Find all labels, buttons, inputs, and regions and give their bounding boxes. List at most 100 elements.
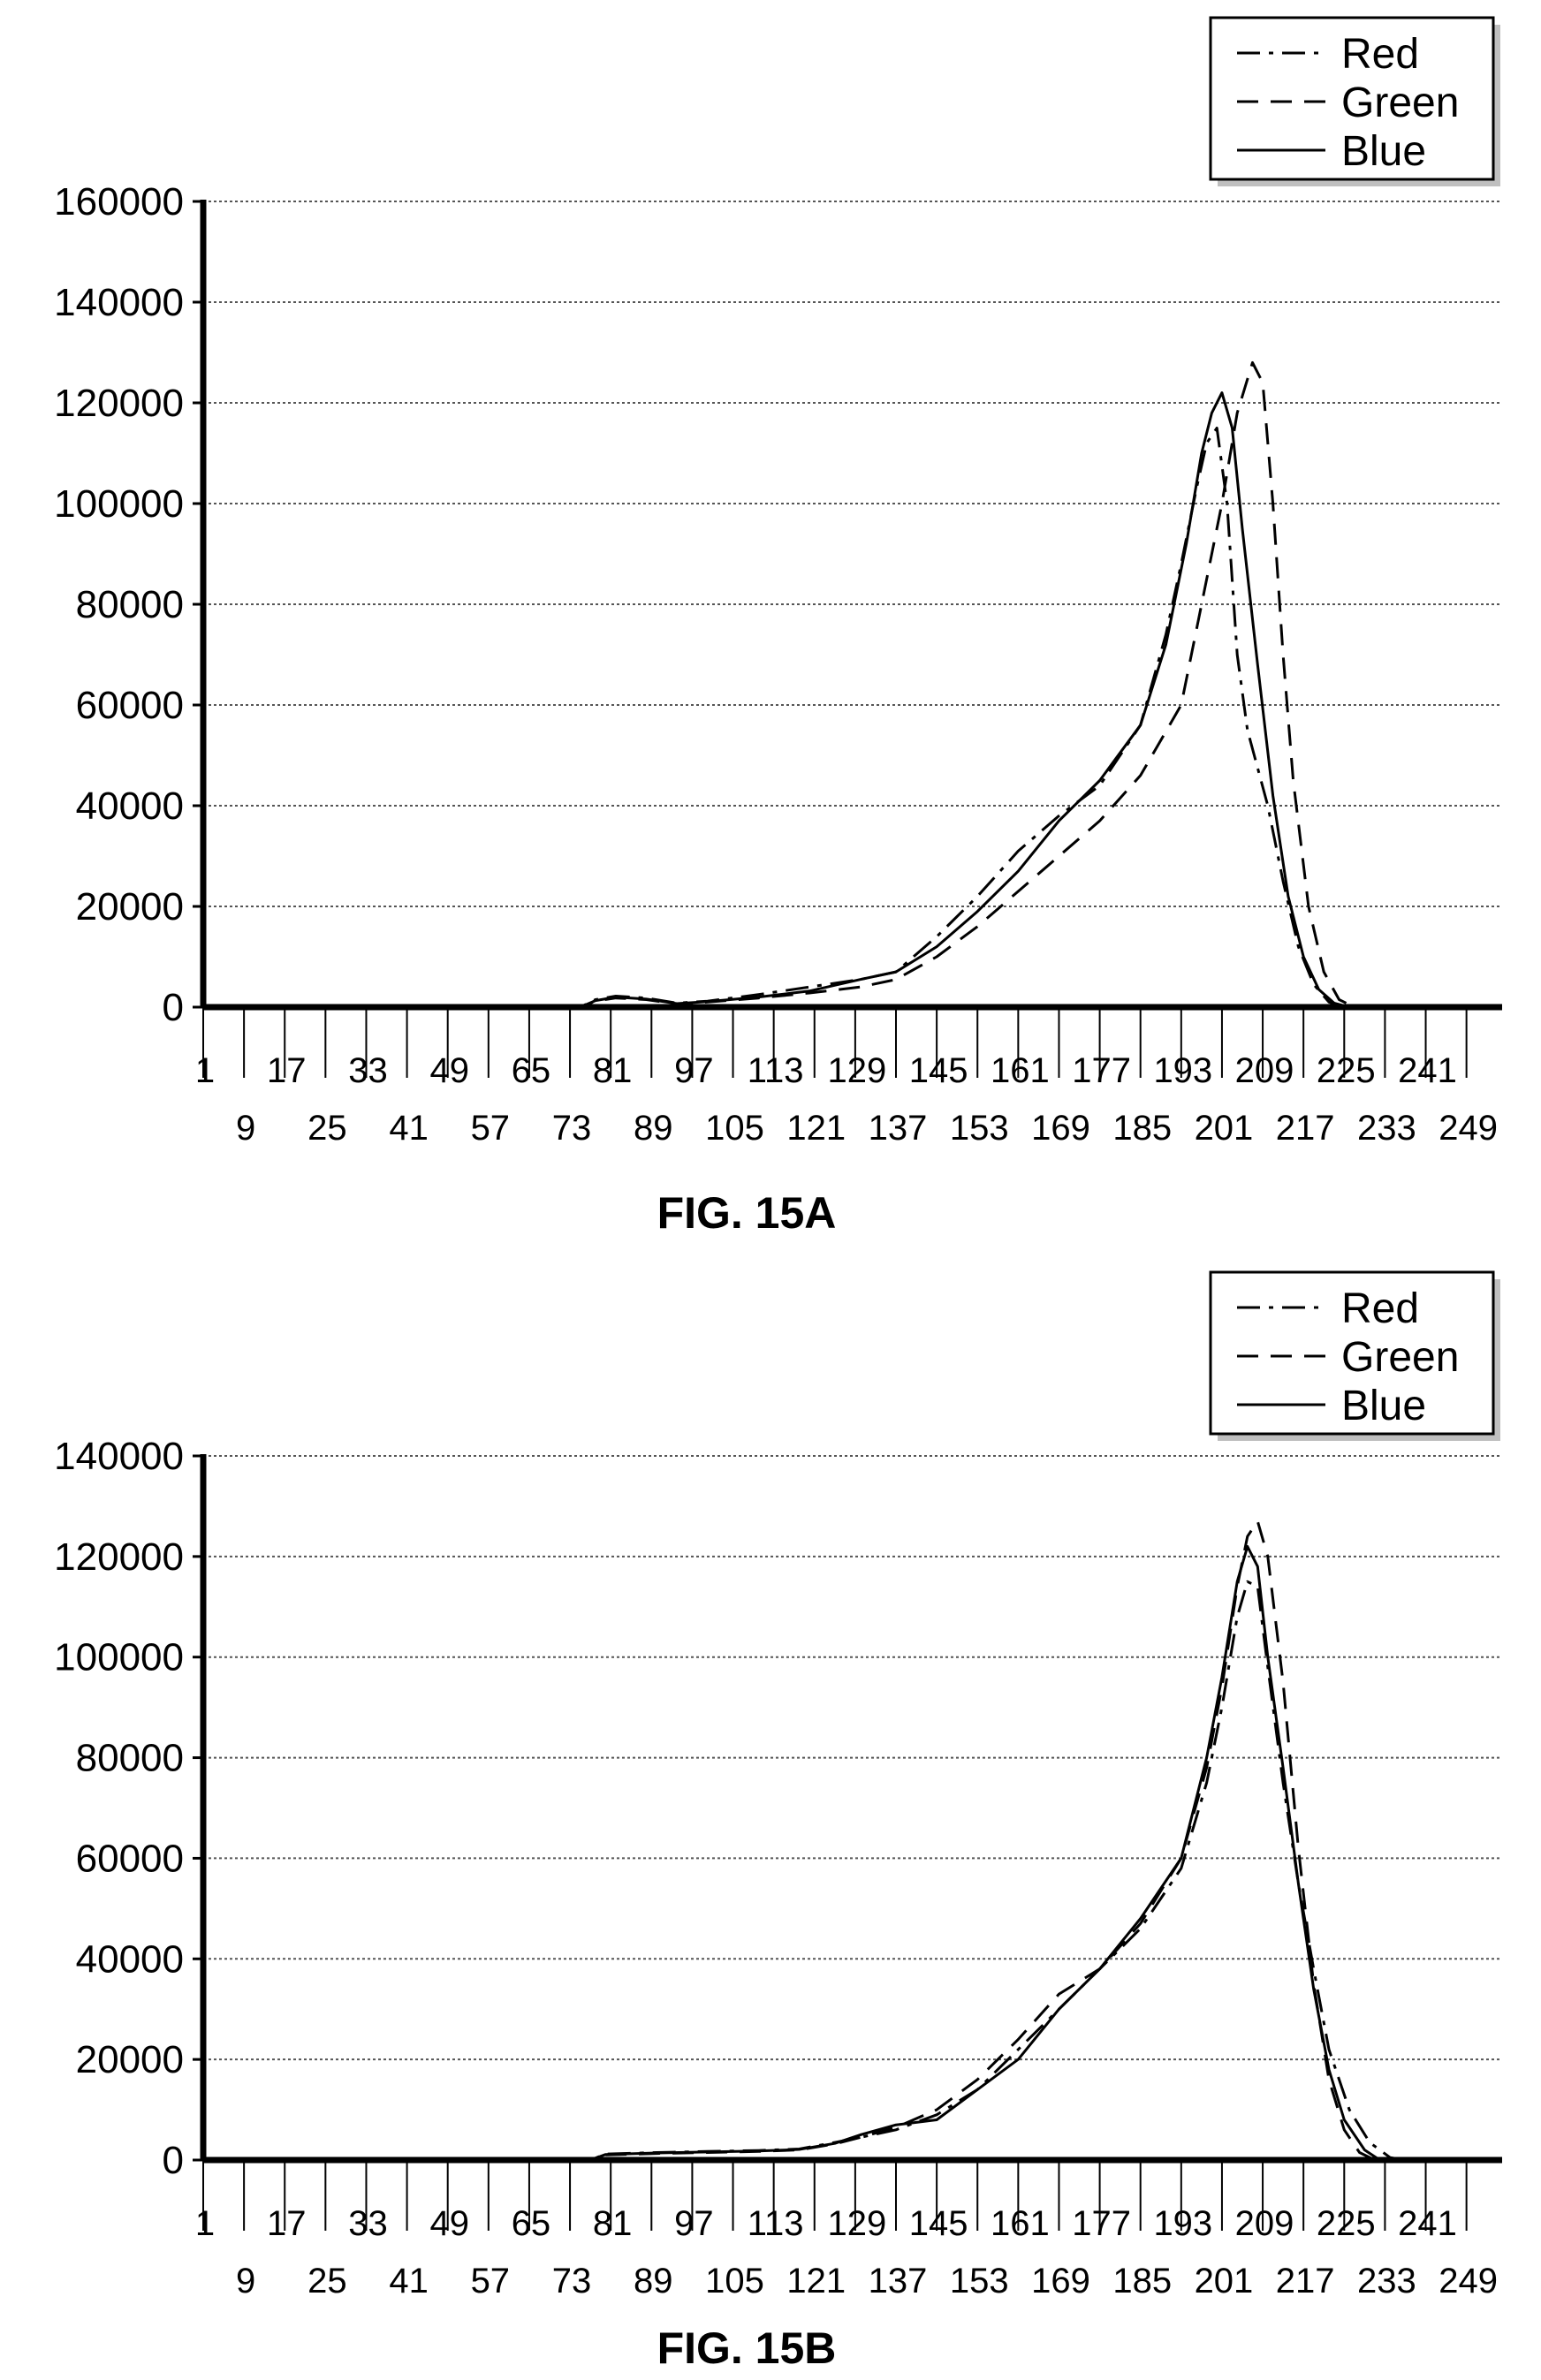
x-tick-label: 201 — [1195, 1109, 1254, 1148]
legend-label-red: Red — [1341, 1285, 1419, 1332]
y-tick-label: 160000 — [54, 180, 184, 224]
x-tick-label: 73 — [552, 2262, 592, 2300]
x-tick-label: 57 — [471, 2262, 511, 2300]
x-tick-label: 145 — [909, 2204, 968, 2243]
x-tick-label: 33 — [348, 2204, 388, 2243]
x-tick-label: 249 — [1439, 2262, 1498, 2300]
y-tick-label: 0 — [163, 986, 184, 1029]
x-tick-label: 129 — [828, 2204, 887, 2243]
figure-label: FIG. 15A — [657, 1188, 837, 1238]
x-tick-label: 193 — [1153, 2204, 1212, 2243]
x-tick-label: 209 — [1235, 2204, 1294, 2243]
x-tick-label: 121 — [786, 1109, 846, 1148]
x-tick-label: 25 — [307, 2262, 347, 2300]
x-tick-label: 169 — [1031, 1109, 1090, 1148]
x-tick-label: 105 — [705, 2262, 764, 2300]
x-tick-label: 89 — [634, 1109, 673, 1148]
y-tick-label: 120000 — [54, 382, 184, 425]
y-tick-label: 80000 — [76, 583, 184, 626]
chart-15a: 0 20000 40000 60000 80000 100000 120000 140000 1… — [54, 16, 1502, 1238]
x-tick-label: 233 — [1357, 1109, 1416, 1148]
x-tick-label: 217 — [1276, 2262, 1335, 2300]
x-tick-label: 121 — [786, 2262, 846, 2300]
x-tick-label: 137 — [869, 2262, 928, 2300]
y-tick-label: 60000 — [76, 684, 184, 727]
x-tick-label: 33 — [348, 1051, 388, 1090]
x-tick-label: 233 — [1357, 2262, 1416, 2300]
x-tick-label: 89 — [634, 2262, 673, 2300]
x-tick-label: 201 — [1195, 2262, 1254, 2300]
y-tick-label: 20000 — [76, 2038, 184, 2081]
y-tick-label: 140000 — [54, 1435, 184, 1478]
x-tick-label: 17 — [267, 2204, 307, 2243]
x-tick-label: 65 — [512, 2204, 551, 2243]
y-tick-label: 100000 — [54, 1636, 184, 1679]
y-tick-label: 60000 — [76, 1837, 184, 1880]
x-tick-label: 177 — [1072, 2204, 1131, 2243]
legend-label-blue: Blue — [1341, 1383, 1426, 1429]
y-tick-label: 100000 — [54, 482, 184, 526]
x-tick-label: 49 — [429, 2204, 469, 2243]
x-tick-label: 1 — [195, 1051, 215, 1090]
x-tick-label: 225 — [1317, 1051, 1376, 1090]
legend-label-red: Red — [1341, 31, 1419, 78]
series-line-blue — [203, 1545, 1502, 2162]
series-line-red — [203, 1580, 1502, 2162]
x-tick-label: 185 — [1112, 2262, 1172, 2300]
x-tick-label: 17 — [267, 1051, 307, 1090]
y-tick-label: 140000 — [54, 281, 184, 324]
x-tick-label: 161 — [991, 1051, 1050, 1090]
legend-label-green: Green — [1341, 80, 1459, 126]
legend-label-blue: Blue — [1341, 128, 1426, 175]
x-tick-label: 41 — [389, 1109, 429, 1148]
x-tick-label: 49 — [429, 1051, 469, 1090]
x-tick-label: 217 — [1276, 1109, 1335, 1148]
series-line-blue — [203, 391, 1502, 1009]
legend-label-green: Green — [1341, 1334, 1459, 1381]
y-tick-label: 40000 — [76, 784, 184, 828]
x-tick-label: 41 — [389, 2262, 429, 2300]
x-tick-label: 161 — [991, 2204, 1050, 2243]
figure-label: FIG. 15B — [657, 2323, 837, 2373]
x-tick-label: 73 — [552, 1109, 592, 1148]
x-tick-label: 25 — [307, 1109, 347, 1148]
series-line-green — [203, 1520, 1502, 2162]
x-tick-label: 65 — [512, 1051, 551, 1090]
x-tick-label: 1 — [195, 2204, 215, 2243]
x-tick-label: 209 — [1235, 1051, 1294, 1090]
x-tick-label: 225 — [1317, 2204, 1376, 2243]
chart-15b: 0 20000 40000 60000 80000 100000 120000 140000 1… — [54, 1270, 1502, 2373]
legend-box — [1209, 1270, 1495, 1436]
legend-box — [1209, 16, 1495, 181]
x-tick-label: 113 — [748, 2204, 804, 2243]
x-tick-label: 9 — [236, 2262, 255, 2300]
x-tick-label: 81 — [593, 1051, 633, 1090]
x-tick-label: 169 — [1031, 2262, 1090, 2300]
x-tick-label: 249 — [1439, 1109, 1498, 1148]
x-tick-label: 185 — [1112, 1109, 1172, 1148]
x-tick-label: 145 — [909, 1051, 968, 1090]
x-tick-label: 241 — [1398, 2204, 1457, 2243]
x-tick-label: 113 — [748, 1051, 804, 1090]
x-tick-label: 9 — [236, 1109, 255, 1148]
x-tick-label: 97 — [674, 2204, 714, 2243]
x-tick-label: 57 — [471, 1109, 511, 1148]
y-tick-label: 80000 — [76, 1737, 184, 1780]
series-line-red — [203, 427, 1502, 1009]
x-tick-label: 97 — [674, 1051, 714, 1090]
x-tick-label: 193 — [1153, 1051, 1212, 1090]
y-tick-label: 0 — [163, 2139, 184, 2182]
x-tick-label: 153 — [950, 1109, 1009, 1148]
y-tick-label: 40000 — [76, 1937, 184, 1981]
x-tick-label: 241 — [1398, 1051, 1457, 1090]
x-tick-label: 81 — [593, 2204, 633, 2243]
x-tick-label: 129 — [828, 1051, 887, 1090]
x-tick-label: 153 — [950, 2262, 1009, 2300]
series-line-green — [203, 360, 1502, 1009]
y-tick-label: 120000 — [54, 1535, 184, 1579]
x-tick-label: 137 — [869, 1109, 928, 1148]
x-tick-label: 105 — [705, 1109, 764, 1148]
x-tick-label: 177 — [1072, 1051, 1131, 1090]
y-tick-label: 20000 — [76, 885, 184, 929]
